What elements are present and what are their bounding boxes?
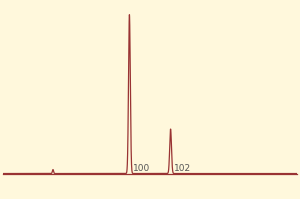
Text: 102: 102	[174, 164, 191, 173]
Text: 100: 100	[133, 164, 150, 173]
